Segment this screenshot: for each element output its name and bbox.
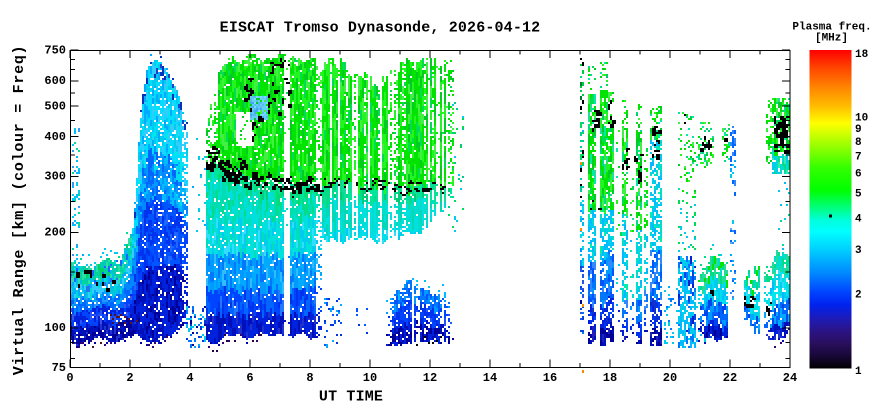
svg-text:18: 18 bbox=[855, 49, 869, 61]
svg-text:3: 3 bbox=[855, 245, 862, 257]
svg-text:2: 2 bbox=[855, 290, 862, 302]
svg-text:6: 6 bbox=[246, 371, 253, 385]
svg-text:10: 10 bbox=[363, 371, 377, 385]
svg-text:0: 0 bbox=[66, 371, 73, 385]
svg-text:750: 750 bbox=[44, 43, 66, 57]
svg-text:12: 12 bbox=[423, 371, 437, 385]
svg-text:7: 7 bbox=[855, 152, 862, 164]
svg-text:4: 4 bbox=[855, 213, 862, 225]
svg-text:16: 16 bbox=[543, 371, 557, 385]
svg-text:22: 22 bbox=[723, 371, 737, 385]
svg-text:200: 200 bbox=[44, 226, 66, 240]
svg-text:1: 1 bbox=[855, 366, 862, 378]
svg-text:2: 2 bbox=[126, 371, 133, 385]
svg-text:600: 600 bbox=[44, 74, 66, 88]
svg-text:EISCAT Tromso Dynasonde, 2026-: EISCAT Tromso Dynasonde, 2026-04-12 bbox=[220, 20, 541, 37]
svg-text:24: 24 bbox=[783, 371, 797, 385]
svg-text:Virtual Range [km] (colour = F: Virtual Range [km] (colour = Freq) bbox=[11, 45, 28, 376]
svg-text:9: 9 bbox=[855, 124, 862, 136]
svg-text:Plasma freq.: Plasma freq. bbox=[792, 22, 871, 34]
svg-text:14: 14 bbox=[483, 371, 497, 385]
svg-text:8: 8 bbox=[855, 137, 862, 149]
svg-text:8: 8 bbox=[306, 371, 313, 385]
svg-text:[MHz]: [MHz] bbox=[815, 33, 848, 45]
svg-text:300: 300 bbox=[44, 170, 66, 184]
svg-text:4: 4 bbox=[186, 371, 193, 385]
svg-text:100: 100 bbox=[44, 321, 66, 335]
svg-text:18: 18 bbox=[603, 371, 617, 385]
svg-text:75: 75 bbox=[52, 361, 66, 375]
svg-text:5: 5 bbox=[855, 189, 862, 201]
svg-text:UT TIME: UT TIME bbox=[319, 389, 383, 406]
svg-text:500: 500 bbox=[44, 99, 66, 113]
svg-text:400: 400 bbox=[44, 130, 66, 144]
svg-text:20: 20 bbox=[663, 371, 677, 385]
svg-text:6: 6 bbox=[855, 169, 862, 181]
svg-text:10: 10 bbox=[855, 112, 868, 124]
